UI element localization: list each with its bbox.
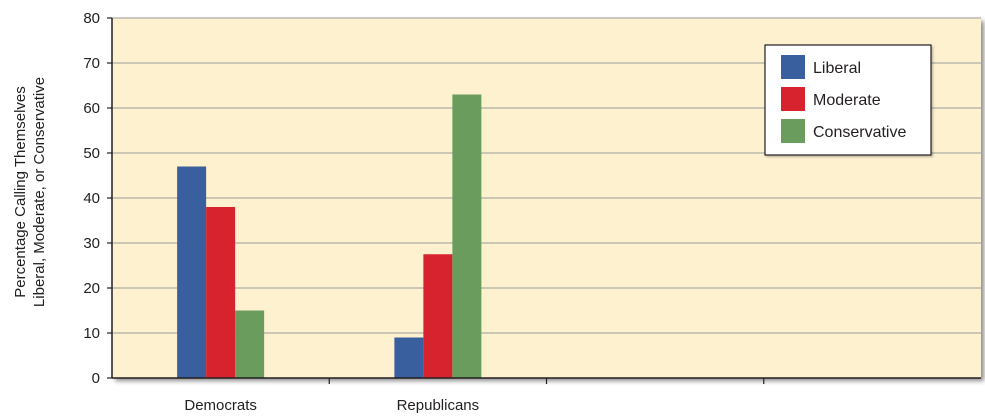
- legend-label-liberal: Liberal: [813, 60, 861, 77]
- y-tick-label: 10: [83, 325, 100, 342]
- y-axis-title-line-1: Percentage Calling Themselves: [12, 86, 29, 298]
- y-tick-label: 30: [83, 235, 100, 252]
- legend-swatch-liberal: [781, 55, 805, 79]
- x-category-label: Republicans: [397, 397, 480, 414]
- bar-moderate-democrats: [206, 207, 236, 378]
- y-tick-label: 60: [83, 100, 100, 117]
- bar-conservative-republicans: [452, 94, 482, 378]
- axes: [107, 17, 981, 384]
- legend-swatch-moderate: [781, 87, 805, 111]
- bar-liberal-democrats: [177, 166, 207, 378]
- y-tick-label: 20: [83, 280, 100, 297]
- y-axis-title-line-2: Liberal, Moderate, or Conservative: [31, 77, 48, 307]
- y-tick-label: 80: [83, 10, 100, 27]
- y-tick-label: 40: [83, 190, 100, 207]
- bar-conservative-democrats: [235, 310, 265, 378]
- bars: [177, 94, 482, 378]
- y-tick-label: 0: [92, 370, 100, 387]
- legend: Liberal Moderate Conservative: [764, 44, 932, 156]
- y-tick-label: 50: [83, 145, 100, 162]
- x-category-label: Democrats: [184, 397, 257, 414]
- bar-moderate-republicans: [423, 254, 453, 378]
- legend-swatch-conservative: [781, 119, 805, 143]
- x-tick-labels: Democrats Republicans: [184, 397, 479, 414]
- legend-label-conservative: Conservative: [813, 124, 906, 141]
- legend-label-moderate: Moderate: [813, 92, 881, 109]
- y-tick-labels: 0 10 20 30 40 50 60 70 80: [83, 10, 100, 387]
- bar-liberal-republicans: [394, 337, 424, 378]
- y-tick-label: 70: [83, 55, 100, 72]
